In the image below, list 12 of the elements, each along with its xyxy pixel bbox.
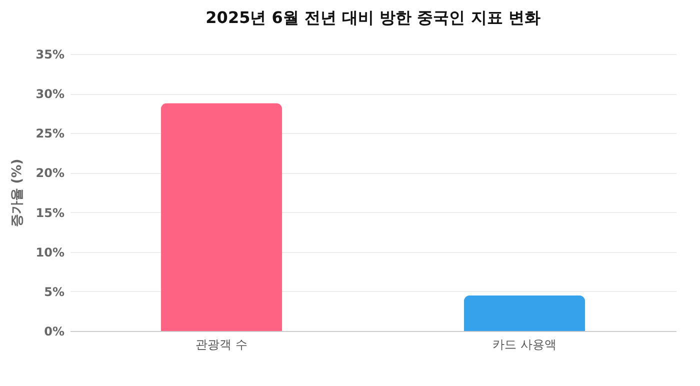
y-tick-label: 35%: [36, 48, 64, 62]
y-axis-title: 증가율 (%): [10, 158, 25, 228]
y-tick-label: 5%: [44, 284, 64, 299]
y-tick-label: 10%: [36, 245, 64, 260]
y-tick-label: 20%: [36, 166, 64, 180]
y-tick-label: 0%: [44, 324, 64, 338]
y-tick-label: 25%: [36, 126, 64, 141]
x-tick-label: 카드 사용액: [492, 338, 556, 352]
x-tick-label: 관광객 수: [196, 338, 248, 352]
y-tick-label: 30%: [36, 87, 64, 102]
chart-title: 2025년 6월 전년 대비 방한 중국인 지표 변화: [206, 8, 540, 27]
y-tick-label: 15%: [36, 206, 64, 220]
